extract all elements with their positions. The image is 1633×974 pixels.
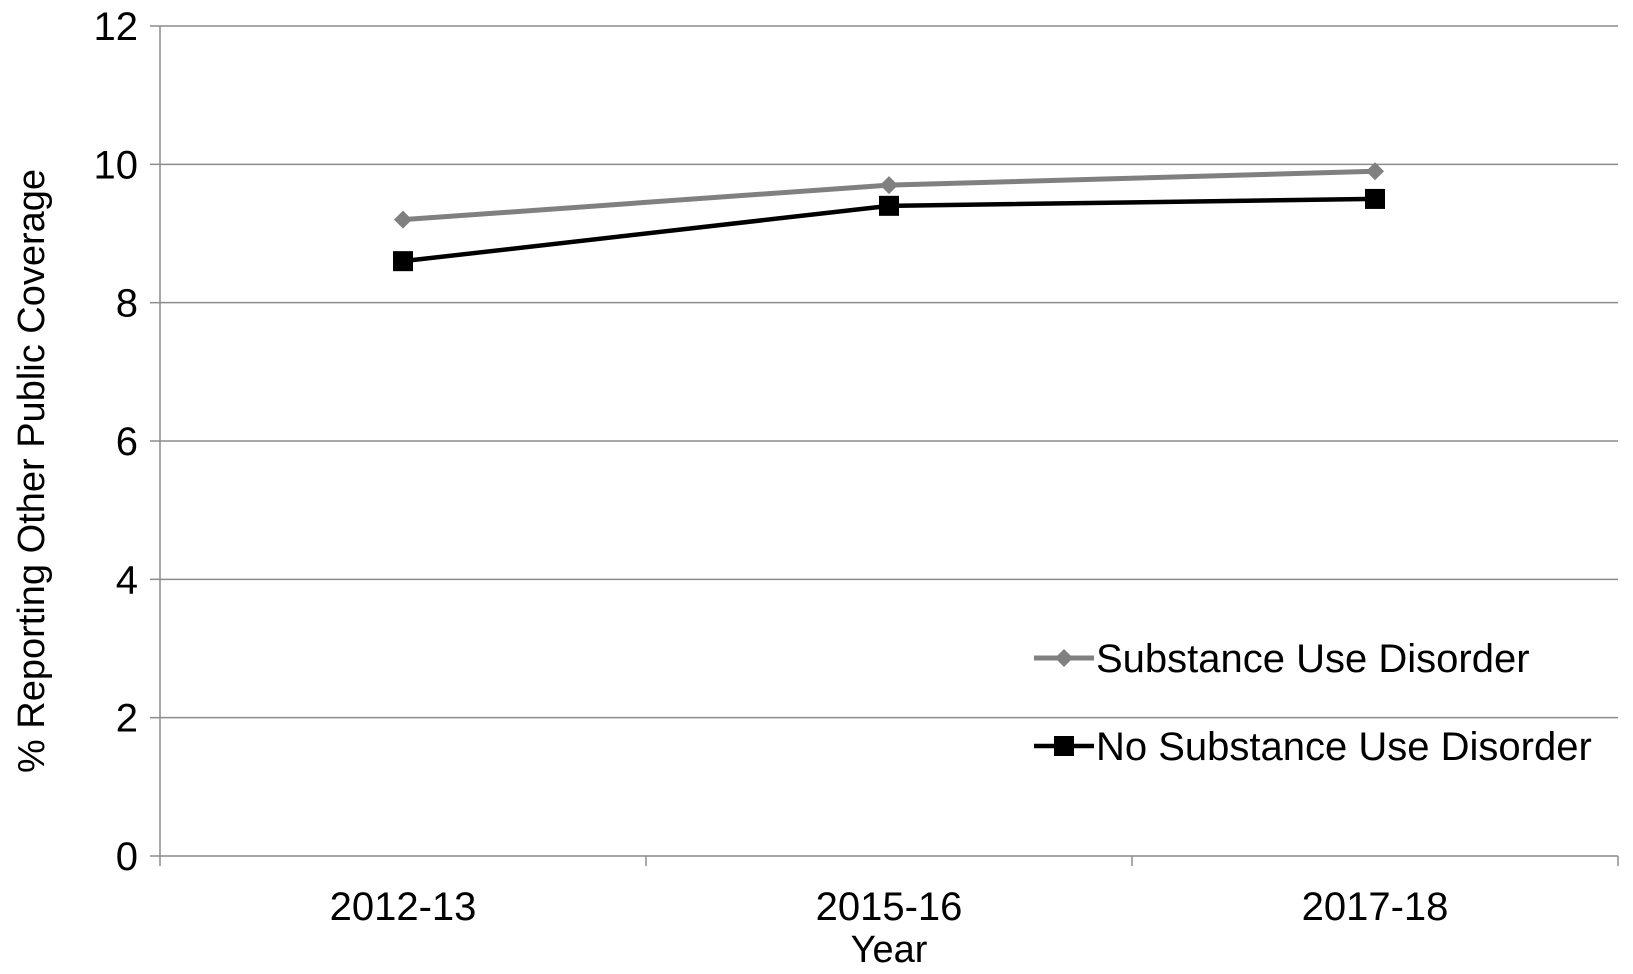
y-tick-label: 10 bbox=[94, 143, 139, 187]
series-0 bbox=[394, 162, 1384, 229]
legend-item: Substance Use Disorder bbox=[1034, 637, 1530, 681]
data-point bbox=[394, 210, 412, 229]
y-tick-labels: 0 2 4 6 8 10 12 bbox=[94, 5, 139, 879]
y-tick-label: 6 bbox=[116, 420, 138, 464]
legend-item: No Substance Use Disorder bbox=[1034, 725, 1592, 769]
legend: Substance Use Disorder No Substance Use D… bbox=[1034, 637, 1592, 769]
legend-label: Substance Use Disorder bbox=[1096, 637, 1530, 681]
y-axis-title: % Reporting Other Public Coverage bbox=[11, 169, 53, 773]
x-tick-label: 2012-13 bbox=[330, 885, 477, 929]
data-point bbox=[880, 176, 898, 195]
x-tick-label: 2015-16 bbox=[816, 885, 963, 929]
y-tick-label: 12 bbox=[94, 5, 139, 49]
gridlines bbox=[160, 25, 1618, 719]
axes bbox=[150, 25, 1619, 866]
y-tick-label: 0 bbox=[116, 835, 138, 879]
y-tick-label: 2 bbox=[116, 697, 138, 741]
legend-label: No Substance Use Disorder bbox=[1096, 725, 1592, 769]
y-tick-label: 4 bbox=[116, 558, 138, 602]
legend-marker bbox=[1054, 736, 1074, 756]
data-point bbox=[1365, 188, 1385, 209]
x-axis-title: Year bbox=[851, 929, 928, 971]
x-tick-label: 2017-18 bbox=[1302, 885, 1449, 929]
data-point bbox=[393, 251, 413, 272]
y-tick-label: 8 bbox=[116, 282, 138, 326]
data-point bbox=[879, 195, 899, 216]
legend-marker bbox=[1055, 649, 1073, 667]
x-tick-labels: 2012-13 2015-16 2017-18 bbox=[330, 885, 1449, 929]
series-group bbox=[393, 162, 1385, 272]
series-1 bbox=[393, 188, 1385, 272]
data-point bbox=[1366, 162, 1384, 181]
